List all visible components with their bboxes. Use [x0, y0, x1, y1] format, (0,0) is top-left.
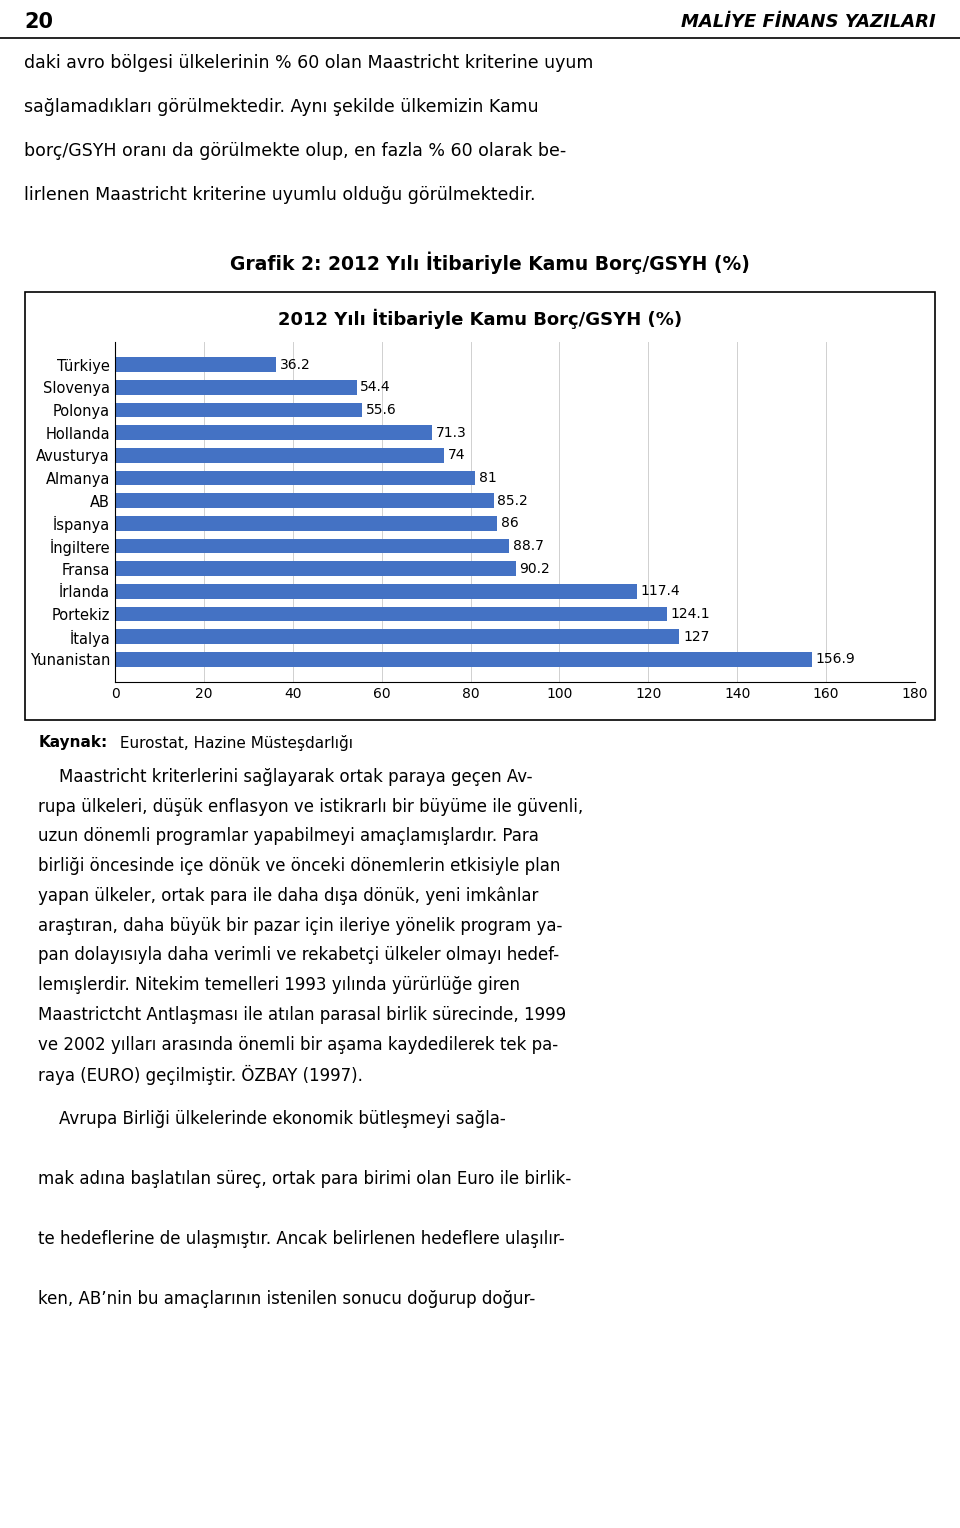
Text: 156.9: 156.9	[816, 652, 855, 666]
Text: araştıran, daha büyük bir pazar için ileriye yönelik program ya-: araştıran, daha büyük bir pazar için ile…	[38, 917, 563, 935]
Bar	[115, 584, 636, 599]
Text: 117.4: 117.4	[640, 584, 680, 599]
Bar	[115, 516, 497, 530]
Text: mak adına başlatılan süreç, ortak para birimi olan Euro ile birlik-: mak adına başlatılan süreç, ortak para b…	[38, 1170, 571, 1187]
Text: MALİYE FİNANS YAZILARI: MALİYE FİNANS YAZILARI	[682, 14, 936, 31]
Bar	[115, 607, 666, 622]
Bar	[115, 630, 680, 643]
Bar	[115, 471, 475, 486]
Text: rupa ülkeleri, düşük enflasyon ve istikrarlı bir büyüme ile güvenli,: rupa ülkeleri, düşük enflasyon ve istikr…	[38, 798, 584, 816]
Text: 36.2: 36.2	[279, 358, 310, 371]
Text: 90.2: 90.2	[519, 562, 550, 576]
Text: Eurostat, Hazine Müsteşdarlığı: Eurostat, Hazine Müsteşdarlığı	[115, 735, 353, 750]
Bar	[115, 358, 276, 373]
Text: ve 2002 yılları arasında önemli bir aşama kaydedilerek tek pa-: ve 2002 yılları arasında önemli bir aşam…	[38, 1036, 559, 1053]
Text: lemışlerdir. Nitekim temelleri 1993 yılında yürürlüğe giren: lemışlerdir. Nitekim temelleri 1993 yılı…	[38, 976, 520, 995]
Text: Grafik 2: 2012 Yılı İtibariyle Kamu Borç/GSYH (%): Grafik 2: 2012 Yılı İtibariyle Kamu Borç…	[229, 251, 750, 274]
Text: te hedeflerine de ulaşmıştır. Ancak belirlenen hedeflere ulaşılır-: te hedeflerine de ulaşmıştır. Ancak beli…	[38, 1230, 565, 1248]
Bar	[115, 448, 444, 463]
Text: Maastricht kriterlerini sağlayarak ortak paraya geçen Av-: Maastricht kriterlerini sağlayarak ortak…	[38, 769, 533, 785]
Text: sağlamadıkları görülmektedir. Aynı şekilde ülkemizin Kamu: sağlamadıkları görülmektedir. Aynı şekil…	[24, 98, 539, 116]
FancyBboxPatch shape	[25, 292, 935, 720]
Text: 124.1: 124.1	[670, 607, 709, 620]
Text: 71.3: 71.3	[436, 426, 467, 440]
Text: 2012 Yılı İtibariyle Kamu Borç/GSYH (%): 2012 Yılı İtibariyle Kamu Borç/GSYH (%)	[278, 309, 682, 330]
Bar	[115, 652, 812, 666]
Text: borç/GSYH oranı da görülmekte olup, en fazla % 60 olarak be-: borç/GSYH oranı da görülmekte olup, en f…	[24, 142, 566, 159]
Text: 74: 74	[447, 448, 465, 463]
Bar	[115, 425, 432, 440]
Text: pan dolayısıyla daha verimli ve rekabetçi ülkeler olmayı hedef-: pan dolayısıyla daha verimli ve rekabetç…	[38, 946, 560, 964]
Bar	[115, 403, 362, 417]
Text: Maastrictcht Antlaşması ile atılan parasal birlik sürecinde, 1999: Maastrictcht Antlaşması ile atılan paras…	[38, 1005, 566, 1024]
Bar	[115, 561, 516, 576]
Text: lirlenen Maastricht kriterine uyumlu olduğu görülmektedir.: lirlenen Maastricht kriterine uyumlu old…	[24, 185, 536, 203]
Text: 86: 86	[501, 516, 518, 530]
Text: 81: 81	[478, 471, 496, 484]
Bar	[115, 538, 509, 553]
Text: birliği öncesinde içe dönük ve önceki dönemlerin etkisiyle plan: birliği öncesinde içe dönük ve önceki dö…	[38, 857, 561, 876]
Text: 127: 127	[683, 630, 709, 643]
Text: uzun dönemli programlar yapabilmeyi amaçlamışlardır. Para: uzun dönemli programlar yapabilmeyi amaç…	[38, 828, 540, 845]
Text: Avrupa Birliği ülkelerinde ekonomik bütleşmeyi sağla-: Avrupa Birliği ülkelerinde ekonomik bütl…	[38, 1109, 506, 1128]
Text: 20: 20	[24, 12, 53, 32]
Text: yapan ülkeler, ortak para ile daha dışa dönük, yeni imkânlar: yapan ülkeler, ortak para ile daha dışa …	[38, 886, 539, 906]
Text: 55.6: 55.6	[366, 403, 396, 417]
Text: 88.7: 88.7	[513, 539, 543, 553]
Text: 54.4: 54.4	[360, 380, 391, 394]
Bar	[115, 494, 493, 507]
Text: daki avro bölgesi ülkelerinin % 60 olan Maastricht kriterine uyum: daki avro bölgesi ülkelerinin % 60 olan …	[24, 53, 593, 72]
Text: ken, AB’nin bu amaçlarının istenilen sonucu doğurup doğur-: ken, AB’nin bu amaçlarının istenilen son…	[38, 1290, 536, 1308]
Bar	[115, 380, 357, 394]
Text: raya (EURO) geçilmiştir. ÖZBAY (1997).: raya (EURO) geçilmiştir. ÖZBAY (1997).	[38, 1065, 363, 1085]
Text: Kaynak:: Kaynak:	[38, 735, 108, 750]
Text: 85.2: 85.2	[497, 494, 528, 507]
